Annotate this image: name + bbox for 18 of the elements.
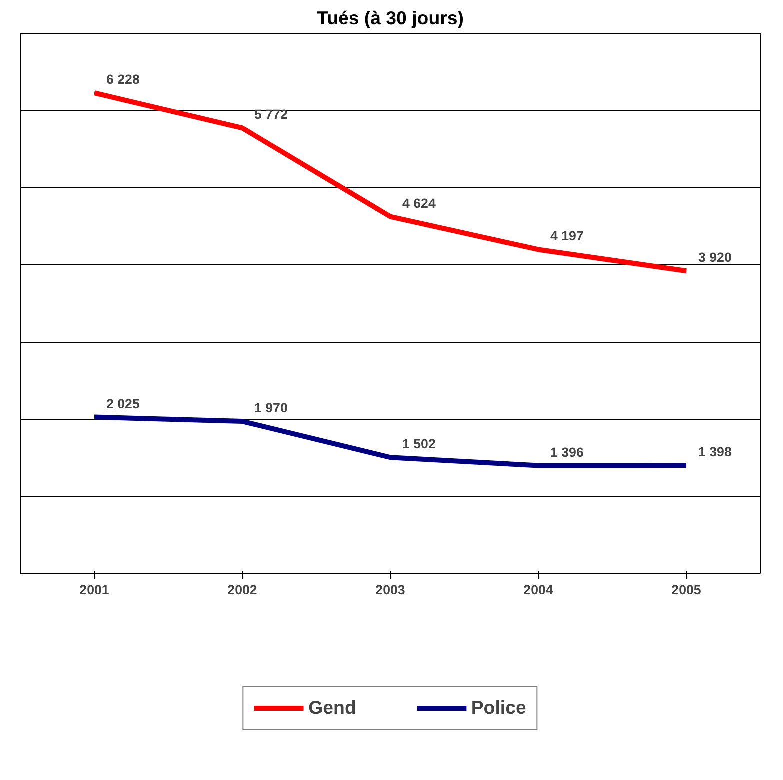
data-label: 1 396: [550, 444, 584, 460]
legend-label: Gend: [308, 697, 356, 720]
data-label: 4 624: [402, 196, 436, 211]
chart-title: Tués (à 30 jours): [317, 8, 464, 28]
data-label: 6 228: [106, 72, 140, 88]
data-label: 2 025: [106, 396, 140, 412]
data-label: 1 970: [254, 400, 288, 416]
x-tick-label: 2003: [376, 582, 406, 598]
data-label: 1 398: [698, 444, 732, 460]
data-label: 3 920: [698, 250, 732, 266]
data-label: 4 197: [550, 228, 584, 244]
legend-label: Police: [471, 697, 526, 720]
data-label: 5 772: [254, 107, 288, 122]
x-tick-label: 2001: [80, 582, 110, 598]
x-tick-label: 2005: [672, 582, 702, 598]
x-tick-label: 2004: [524, 582, 554, 598]
x-tick-label: 2002: [228, 582, 258, 598]
data-label: 1 502: [402, 436, 436, 452]
